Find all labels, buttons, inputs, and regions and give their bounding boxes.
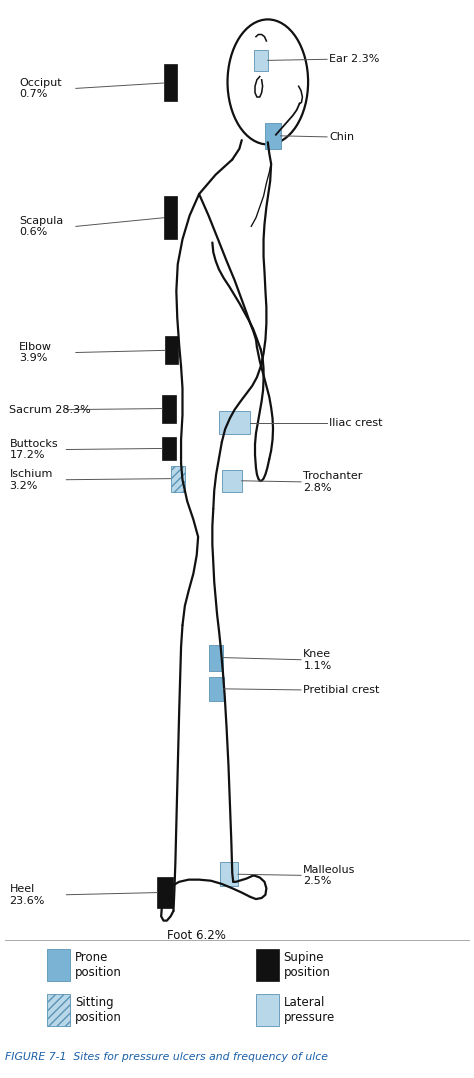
Text: Ischium
3.2%: Ischium 3.2% [9, 469, 53, 490]
Bar [222, 470, 242, 492]
Text: Malleolus
2.5%: Malleolus 2.5% [303, 865, 356, 886]
Bar [220, 862, 238, 886]
Text: Sitting
position: Sitting position [75, 996, 122, 1024]
Text: Sacrum 28.3%: Sacrum 28.3% [9, 404, 91, 415]
Bar [265, 123, 281, 149]
Text: Pretibial crest: Pretibial crest [303, 685, 380, 695]
Text: Trochanter
2.8%: Trochanter 2.8% [303, 471, 363, 493]
Bar [171, 466, 185, 492]
Text: Prone
position: Prone position [75, 951, 122, 979]
Bar [219, 411, 250, 434]
Text: Supine
position: Supine position [283, 951, 330, 979]
Bar [254, 50, 268, 71]
Bar [164, 64, 177, 101]
Bar [256, 949, 279, 981]
Text: Buttocks
17.2%: Buttocks 17.2% [9, 439, 58, 460]
Text: Knee
1.1%: Knee 1.1% [303, 649, 332, 671]
Bar [47, 994, 70, 1026]
Text: Scapula
0.6%: Scapula 0.6% [19, 216, 63, 237]
Bar [165, 336, 178, 364]
Text: Foot 6.2%: Foot 6.2% [167, 929, 226, 942]
Bar [209, 677, 224, 701]
Text: Elbow
3.9%: Elbow 3.9% [19, 342, 52, 363]
Bar [157, 877, 173, 908]
Bar [209, 645, 223, 671]
Text: Occiput
0.7%: Occiput 0.7% [19, 78, 62, 99]
Text: Lateral
pressure: Lateral pressure [283, 996, 335, 1024]
Text: Iliac crest: Iliac crest [329, 417, 383, 428]
Text: Ear 2.3%: Ear 2.3% [329, 54, 380, 65]
Bar [162, 395, 176, 423]
Bar [162, 437, 176, 460]
Text: Chin: Chin [329, 132, 355, 142]
Bar [256, 994, 279, 1026]
Bar [47, 949, 70, 981]
Bar [164, 196, 177, 239]
Text: FIGURE 7-1  Sites for pressure ulcers and frequency of ulce: FIGURE 7-1 Sites for pressure ulcers and… [5, 1052, 328, 1062]
Text: Heel
23.6%: Heel 23.6% [9, 884, 45, 906]
